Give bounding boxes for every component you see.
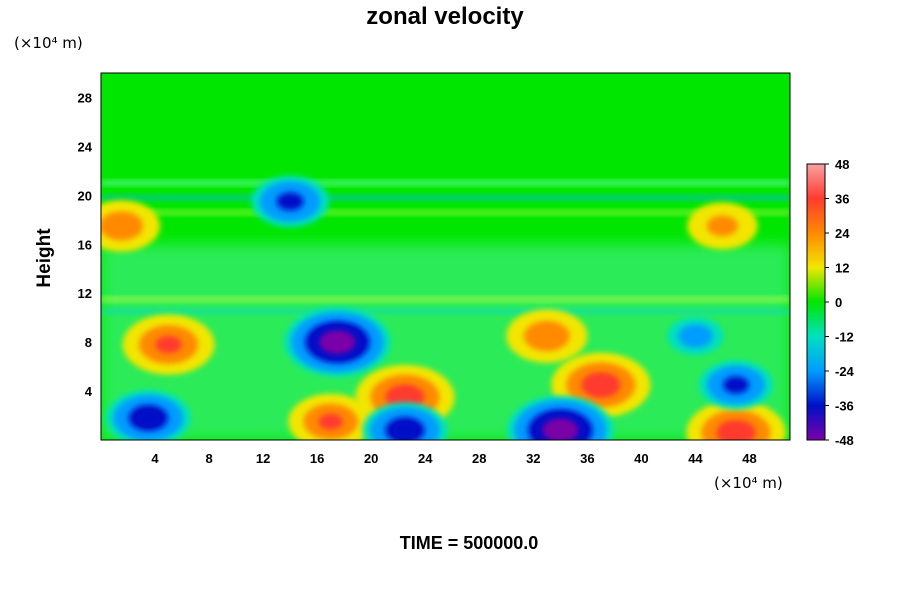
y-axis-unit: (×10⁴ m) (14, 34, 83, 52)
field-contour (723, 424, 748, 440)
field-feature (506, 309, 588, 363)
y-tick-label: 20 (78, 188, 92, 203)
field-contour (136, 410, 161, 426)
field-feature (251, 175, 329, 228)
field-contour (723, 376, 749, 394)
y-tick-label: 24 (78, 139, 93, 154)
x-tick-label: 28 (472, 451, 486, 466)
x-tick-label: 48 (742, 451, 756, 466)
field-band (101, 194, 790, 201)
field-contour (588, 377, 613, 393)
field-contour (392, 389, 417, 405)
field-contour (107, 217, 135, 235)
field-contour (532, 326, 561, 346)
colorbar-tick-label: 48 (835, 157, 849, 172)
colorbar-tick-label: 36 (835, 192, 849, 207)
plot-frame (100, 72, 791, 441)
time-label: TIME = 500000.0 (400, 533, 539, 553)
x-tick-label: 44 (688, 451, 703, 466)
field-feature (101, 200, 161, 252)
y-tick-label: 12 (78, 286, 92, 301)
y-axis-label: Height (34, 228, 55, 288)
x-tick-label: 24 (418, 451, 433, 466)
colorbar-tick-label: 24 (835, 226, 850, 241)
colorbar-tick-label: -12 (835, 330, 854, 345)
field-feature (105, 390, 191, 440)
field-feature (667, 317, 724, 356)
y-tick-label: 8 (85, 335, 92, 350)
field-contour (155, 336, 182, 354)
field-band (101, 296, 790, 303)
colorbar-tick-label: -24 (835, 364, 855, 379)
colorbar-tick-label: 0 (835, 295, 842, 310)
chart-title: zonal velocity (366, 3, 524, 30)
colorbar: 48 36 24 12 0 -12 -24 -36 -48 (806, 157, 855, 448)
x-tick-label: 36 (580, 451, 594, 466)
field-contour (706, 215, 739, 237)
y-tick-label: 16 (78, 237, 92, 252)
field-feature (288, 393, 374, 440)
plot-area (100, 72, 791, 441)
field-feature (507, 395, 614, 440)
field-contour (326, 334, 349, 350)
field-feature (687, 202, 758, 250)
field-band (101, 308, 790, 315)
x-tick-label: 16 (310, 451, 324, 466)
field-band (101, 209, 790, 216)
x-tick-label: 8 (205, 451, 212, 466)
field-band (101, 180, 790, 187)
field-contour (678, 324, 713, 348)
y-tick-label: 28 (78, 90, 92, 105)
y-axis-ticks: 4 8 12 16 20 24 28 (78, 90, 93, 399)
colorbar-tick-label: -36 (835, 399, 854, 414)
field-contour (276, 192, 304, 211)
field-feature (362, 402, 448, 440)
x-axis-ticks: 4 8 12 16 20 24 28 32 36 40 44 48 (151, 451, 756, 466)
x-tick-label: 40 (634, 451, 648, 466)
x-tick-label: 32 (526, 451, 540, 466)
field-feature (698, 360, 773, 410)
field-feature (284, 307, 391, 377)
field-feature (686, 400, 786, 440)
x-tick-label: 4 (151, 451, 159, 466)
y-tick-label: 4 (85, 384, 93, 399)
x-tick-label: 12 (256, 451, 270, 466)
colorbar-scale (806, 163, 826, 441)
colorbar-tick-label: -48 (835, 433, 854, 448)
x-tick-label: 20 (364, 451, 378, 466)
field-feature (122, 314, 215, 375)
field-contour (392, 422, 418, 439)
field-contour (549, 422, 572, 438)
field-contour (318, 413, 343, 430)
x-axis-unit: (×10⁴ m) (714, 474, 783, 492)
colorbar-tick-label: 12 (835, 261, 849, 276)
